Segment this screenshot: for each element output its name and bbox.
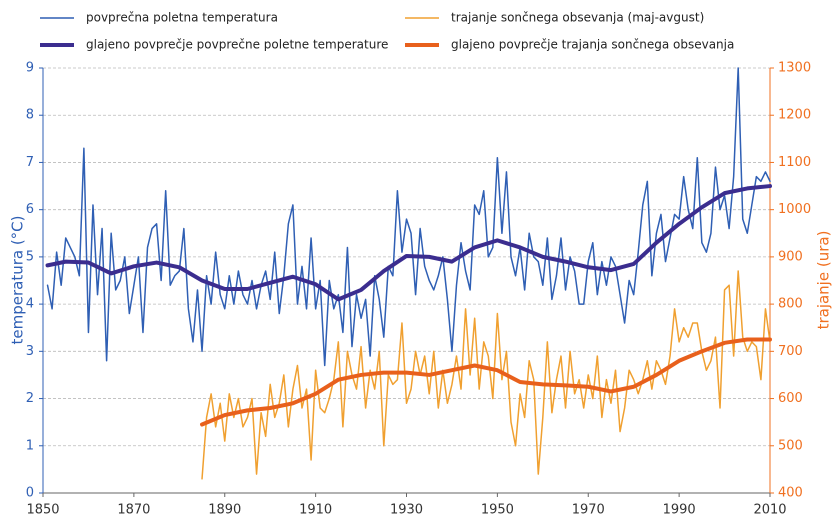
- y2-tick-label: 1100: [778, 155, 811, 170]
- y-tick-label: 8: [26, 108, 34, 123]
- y2-tick-label: 400: [778, 486, 803, 501]
- x-tick-label: 1850: [26, 503, 59, 518]
- y-tick-label: 0: [26, 486, 34, 501]
- series-line: [46, 67, 771, 367]
- x-tick-label: 1930: [390, 503, 423, 518]
- y-tick-label: 4: [26, 297, 34, 312]
- y-tick-label: 3: [26, 344, 34, 359]
- y-tick-label: 6: [26, 202, 34, 217]
- y2-tick-label: 1200: [778, 108, 811, 123]
- x-tick-label: 1890: [208, 503, 241, 518]
- y2-tick-label: 500: [778, 438, 803, 453]
- y-tick-label: 9: [26, 61, 34, 76]
- legend-label: glajeno povprečje trajanja sončnega obse…: [451, 38, 734, 52]
- legend-label: glajeno povprečje povprečne poletne temp…: [86, 38, 388, 52]
- y2-tick-label: 900: [778, 249, 803, 264]
- x-tick-label: 1870: [117, 503, 150, 518]
- y2-axis-title: trajanje (ura): [815, 231, 833, 330]
- x-tick-label: 1910: [299, 503, 332, 518]
- y2-tick-label: 800: [778, 297, 803, 312]
- x-tick-label: 1950: [481, 503, 514, 518]
- y2-tick-label: 1300: [778, 61, 811, 76]
- y-tick-label: 7: [26, 155, 34, 170]
- y-tick-label: 1: [26, 438, 34, 453]
- series-line: [200, 337, 772, 427]
- legend-label: povprečna poletna temperatura: [86, 11, 278, 25]
- x-tick-label: 2010: [753, 503, 786, 518]
- x-tick-label: 1970: [572, 503, 605, 518]
- legend-label: trajanje sončnega obsevanja (maj-avgust): [451, 11, 704, 25]
- y2-tick-label: 1000: [778, 202, 811, 217]
- y2-tick-label: 700: [778, 344, 803, 359]
- y-tick-label: 5: [26, 249, 34, 264]
- y-tick-label: 2: [26, 391, 34, 406]
- series-line: [45, 184, 772, 302]
- y-axis-title: temperatura (°C): [9, 215, 27, 344]
- series-line: [201, 270, 771, 480]
- y2-tick-label: 600: [778, 391, 803, 406]
- x-tick-label: 1990: [663, 503, 696, 518]
